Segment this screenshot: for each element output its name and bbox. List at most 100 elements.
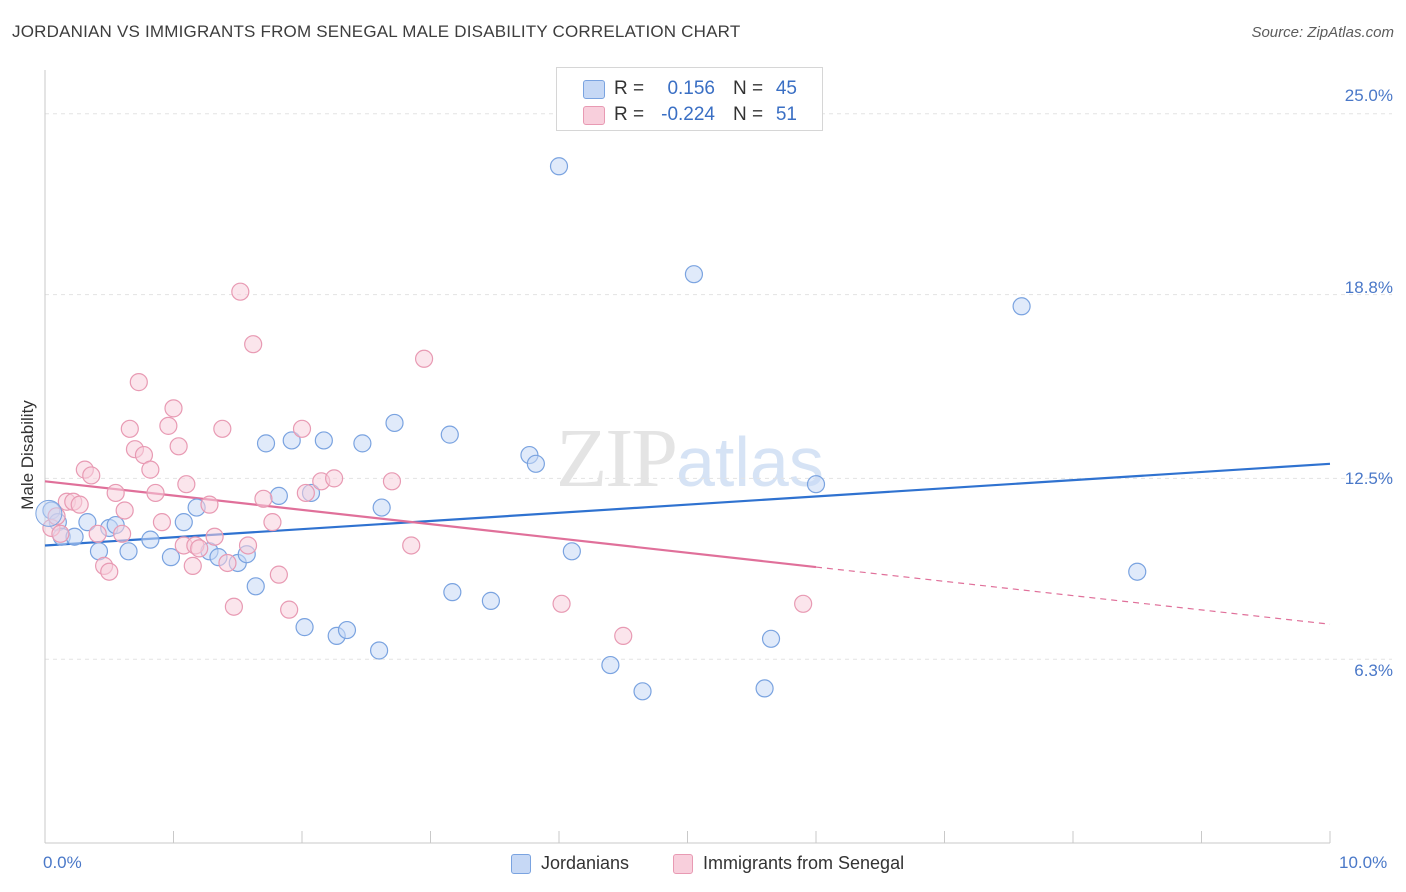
r-value: 0.156 — [667, 78, 715, 99]
stats-row-senegal: R = -0.224 N = 51 — [557, 102, 822, 128]
watermark: ZIPatlas — [556, 410, 824, 507]
source-label: Source: ZipAtlas.com — [1251, 24, 1394, 41]
point-immigrants-from-senegal — [269, 565, 288, 584]
legend-swatch-blue — [583, 80, 605, 99]
legend-swatch-pink — [583, 106, 605, 125]
point-jordanians — [526, 454, 545, 473]
watermark-zip: ZIP — [556, 412, 678, 505]
point-jordanians — [761, 629, 781, 648]
point-immigrants-from-senegal — [47, 507, 66, 526]
point-immigrants-from-senegal — [552, 594, 571, 613]
point-immigrants-from-senegal — [164, 399, 183, 418]
point-immigrants-from-senegal — [70, 495, 89, 514]
point-jordanians — [1012, 297, 1031, 316]
trend-line-dashed-immigrants-from-senegal — [815, 566, 1331, 625]
point-jordanians — [282, 431, 301, 450]
point-jordanians — [78, 513, 97, 532]
point-immigrants-from-senegal — [292, 419, 312, 438]
point-jordanians — [633, 682, 652, 701]
point-immigrants-from-senegal — [106, 483, 125, 503]
point-jordanians — [684, 265, 704, 284]
x-tick-label-max: 10.0% — [1339, 853, 1388, 872]
point-immigrants-from-senegal — [159, 416, 178, 435]
legend-label: Jordanians — [541, 853, 630, 873]
point-jordanians — [549, 157, 569, 176]
legend-swatch-pink — [673, 854, 693, 874]
point-jordanians — [370, 641, 389, 660]
point-jordanians — [806, 475, 826, 494]
y-tick-label-25: 25.0% — [1344, 86, 1393, 105]
trend-line-jordanians — [44, 462, 1331, 547]
point-immigrants-from-senegal — [129, 373, 148, 392]
r-label: R = — [614, 78, 645, 99]
point-jordanians — [269, 486, 288, 505]
point-jordanians — [601, 655, 620, 675]
point-immigrants-from-senegal — [112, 524, 132, 543]
point-immigrants-from-senegal — [238, 536, 258, 555]
point-immigrants-from-senegal — [115, 501, 134, 520]
point-immigrants-from-senegal — [51, 524, 70, 543]
point-immigrants-from-senegal — [82, 466, 101, 485]
r-label: R = — [614, 104, 645, 125]
chart-title: JORDANIAN VS IMMIGRANTS FROM SENEGAL MAL… — [12, 22, 741, 41]
point-jordanians — [161, 548, 181, 567]
y-tick-label-12-5: 12.5% — [1344, 469, 1393, 488]
point-jordanians — [353, 434, 372, 453]
point-immigrants-from-senegal — [325, 469, 344, 488]
point-jordanians — [174, 513, 193, 532]
point-jordanians — [119, 542, 138, 561]
point-immigrants-from-senegal — [224, 597, 243, 616]
axes — [44, 70, 1331, 844]
point-immigrants-from-senegal — [254, 489, 273, 508]
point-immigrants-from-senegal — [218, 553, 237, 573]
point-immigrants-from-senegal — [794, 594, 813, 613]
point-immigrants-from-senegal — [382, 472, 402, 491]
point-immigrants-from-senegal — [402, 536, 421, 555]
point-jordanians — [1128, 562, 1147, 581]
point-jordanians — [314, 431, 333, 450]
grid-lines — [45, 113, 1392, 660]
stats-box: R = 0.156 N = 45 R = -0.224 N = 51 — [556, 67, 823, 131]
point-immigrants-from-senegal — [190, 539, 209, 558]
point-immigrants-from-senegal — [296, 483, 315, 503]
point-immigrants-from-senegal — [100, 562, 119, 581]
n-label: N = — [733, 104, 764, 125]
point-jordanians — [256, 434, 276, 453]
point-immigrants-from-senegal — [120, 419, 139, 438]
r-value: -0.224 — [661, 104, 715, 125]
point-immigrants-from-senegal — [152, 513, 172, 532]
point-immigrants-from-senegal — [414, 349, 434, 368]
point-immigrants-from-senegal — [280, 600, 299, 619]
n-value: 51 — [775, 104, 797, 125]
stats-row-jordanians: R = 0.156 N = 45 — [557, 76, 822, 102]
point-immigrants-from-senegal — [244, 335, 263, 354]
point-jordanians — [481, 591, 500, 610]
y-axis-label: Male Disability — [18, 400, 37, 510]
point-immigrants-from-senegal — [183, 556, 202, 575]
watermark-atlas: atlas — [676, 423, 824, 501]
legend-label: Immigrants from Senegal — [703, 853, 905, 873]
point-jordanians — [440, 425, 459, 444]
point-jordanians — [141, 530, 160, 549]
point-cluster — [35, 499, 63, 527]
point-jordanians — [562, 542, 581, 561]
point-immigrants-from-senegal — [263, 513, 282, 532]
point-jordanians — [755, 679, 774, 698]
point-jordanians — [337, 620, 357, 640]
n-label: N = — [733, 78, 764, 99]
point-immigrants-from-senegal — [205, 527, 224, 546]
x-tick-label-min: 0.0% — [43, 853, 82, 872]
point-jordanians — [246, 577, 265, 596]
point-immigrants-from-senegal — [169, 437, 188, 456]
point-immigrants-from-senegal — [141, 460, 160, 479]
point-jordanians — [385, 413, 404, 433]
point-immigrants-from-senegal — [146, 483, 165, 503]
trend-lines — [44, 462, 1331, 625]
point-immigrants-from-senegal — [88, 524, 107, 543]
point-immigrants-from-senegal — [177, 475, 196, 494]
point-immigrants-from-senegal — [614, 626, 633, 645]
point-jordanians — [443, 583, 462, 602]
point-immigrants-from-senegal — [231, 282, 250, 301]
data-points — [35, 157, 1147, 701]
